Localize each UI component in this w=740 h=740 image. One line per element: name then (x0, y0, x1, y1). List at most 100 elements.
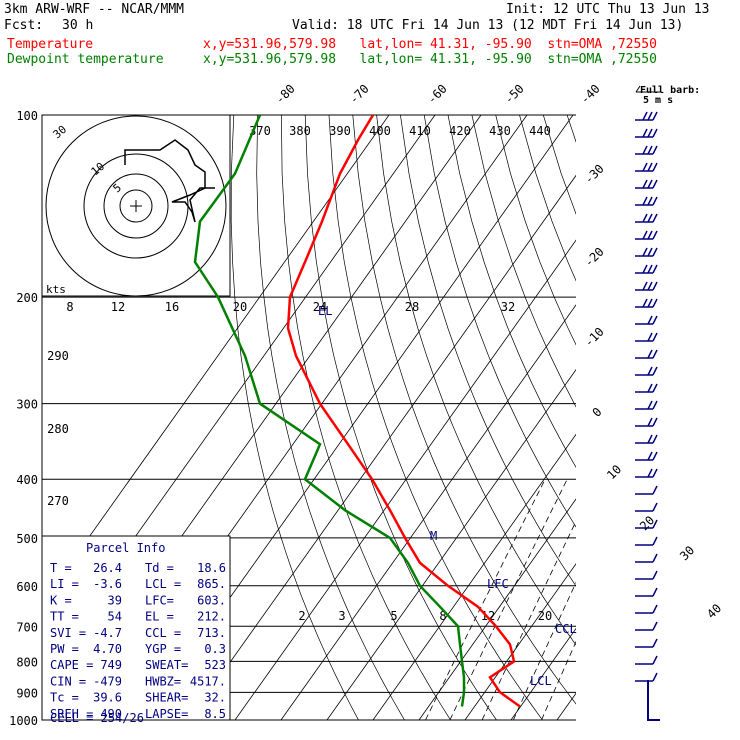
hodo-ring-5-label: 5 (111, 181, 124, 195)
theta-label: 380 (289, 124, 311, 138)
wind-barb-flag (652, 349, 658, 359)
valid-time: Valid: 18 UTC Fri 14 Jun 13 (12 MDT Fri … (292, 18, 684, 33)
dry-adiabat (471, 115, 576, 408)
parcel-row-value-right: 18.6 (197, 561, 226, 575)
y-tick-label: 400 (16, 473, 38, 487)
parcel-row-label-left: CIN = (50, 674, 86, 688)
hodo-ring-30-label: 30 (51, 123, 70, 141)
annotation-lfc: LFC (487, 577, 509, 591)
wind-barb-flag (652, 468, 658, 478)
annotation-ccl: CCL (555, 622, 577, 636)
theta-label: 430 (489, 124, 511, 138)
parcel-row-label-left: PW = (50, 642, 79, 656)
wind-barb-flag (647, 162, 653, 172)
isotherm (649, 115, 740, 720)
isotherm-label: -40 (578, 82, 603, 107)
parcel-row-label-right: LAPSE= (145, 707, 188, 721)
isotherm (695, 115, 740, 720)
parcel-row-value-left: 54 (108, 610, 122, 624)
wind-barb-flag (647, 400, 653, 410)
legend-dewpoint-info: x,y=531.96,579.98 lat,lon= 41.31, -95.90… (203, 52, 657, 67)
series-dewpoint-temperature (193, 115, 466, 707)
y-tick-label: 900 (16, 686, 38, 700)
wind-barb-flag (652, 179, 658, 189)
mixing-ratio-label-low: 2 (298, 609, 305, 623)
wind-barb-flag (647, 434, 653, 444)
parcel-annotations: EL M LFC CCL LCL (318, 304, 577, 688)
parcel-row-label-right: SHEAR= (145, 691, 188, 705)
mixing-ratio-label: 20 (233, 300, 247, 314)
parcel-title: Parcel Info (86, 541, 165, 555)
parcel-row-value-left: 490 (100, 707, 122, 721)
parcel-row-label-left: T = (50, 561, 72, 575)
dry-adiabat (376, 115, 576, 646)
theta-label: 390 (329, 124, 351, 138)
wind-barb-flag (652, 587, 658, 597)
dry-adiabat (230, 115, 359, 720)
parcel-row-label-left: K = (50, 593, 72, 607)
hodo-speed-unit: kts (46, 283, 66, 296)
parcel-row-label-left: LI = (50, 577, 79, 591)
wind-barb-flag (647, 264, 653, 274)
isotherm-label: -20 (582, 245, 607, 270)
theta-label: 440 (529, 124, 551, 138)
wind-barb-flag (652, 230, 658, 240)
wind-barb-flag (652, 281, 658, 291)
dry-adiabat (447, 115, 576, 468)
init-time: Init: 12 UTC Thu 13 Jun 13 (506, 2, 710, 17)
mixing-ratio-label-low: 20 (538, 609, 552, 623)
wind-barb-flag (647, 230, 653, 240)
mixing-ratio-label-low: 3 (338, 609, 345, 623)
parcel-row-label-left: SVI = (50, 626, 86, 640)
wind-barb-flag (652, 264, 658, 274)
isotherm (42, 115, 390, 604)
isotherm-label: 20 (637, 513, 657, 533)
parcel-row-value-left: -4.7 (93, 626, 122, 640)
parcel-row-label-left: CAPE = (50, 658, 93, 672)
theta-label: 420 (449, 124, 471, 138)
wind-barb-flag (642, 162, 648, 172)
mixing-ratio-label: 8 (66, 300, 73, 314)
wind-barb-flag (647, 179, 653, 189)
theta-label-low: 280 (47, 422, 69, 436)
theta-label: 410 (409, 124, 431, 138)
y-tick-label: 600 (16, 580, 38, 594)
isotherm-label: 30 (677, 543, 697, 563)
wind-barb-flag (642, 179, 648, 189)
dry-adiabat (304, 115, 497, 720)
parcel-row-label-right: HWBZ= (145, 674, 181, 688)
wind-barb-flag (652, 315, 658, 325)
parcel-row-value-right: 523 (204, 658, 226, 672)
hodograph: 30 10 5 kts (41, 114, 231, 297)
dry-adiabat (352, 115, 576, 705)
y-tick-label: 1000 (9, 714, 38, 728)
parcel-row-value-right: 603. (197, 593, 226, 607)
parcel-row-value-right: 4517. (190, 674, 226, 688)
barb-key: Full barb: 5 m s (635, 85, 700, 106)
wind-barb-flag (642, 281, 648, 291)
parcel-row-label-left: SREH = (50, 707, 93, 721)
parcel-row-value-left: 39 (108, 593, 122, 607)
isotherm-label: -70 (347, 82, 372, 107)
parcel-cell: CELL = 254/26 (50, 711, 144, 725)
dry-adiabat (423, 115, 576, 528)
wind-barb-flag (652, 111, 658, 121)
wind-barb-flag (647, 383, 653, 393)
dry-adiabat (256, 115, 405, 720)
y-tick-label: 500 (16, 532, 38, 546)
wind-barb-flag (652, 366, 658, 376)
wind-barb-flag (652, 621, 658, 631)
parcel-row-value-left: -3.6 (93, 577, 122, 591)
wind-barb-flag (652, 519, 658, 529)
parcel-row-label-right: LCL = (145, 577, 181, 591)
parcel-row-value-right: 865. (197, 577, 226, 591)
parcel-row-label-right: YGP = (145, 642, 181, 656)
wind-barb-flag (642, 111, 648, 121)
dry-adiabat (400, 115, 576, 587)
theta-label: 400 (369, 124, 391, 138)
isotherm (510, 627, 576, 720)
dry-adiabat (519, 115, 576, 282)
wind-barb-flag (652, 213, 658, 223)
wind-barb-flag (652, 553, 658, 563)
wind-barb-flag (647, 349, 653, 359)
